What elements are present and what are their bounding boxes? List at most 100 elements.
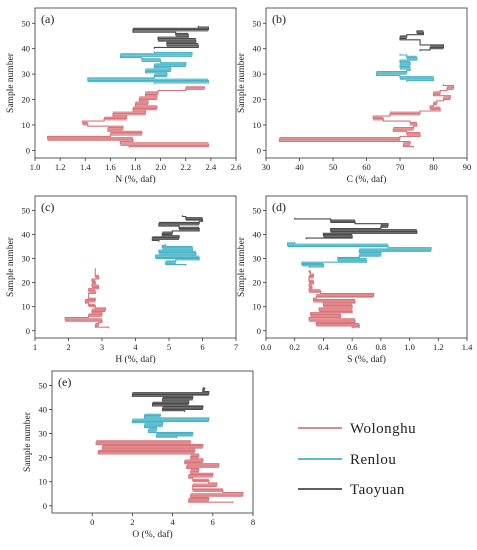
y-tick-label: 30 bbox=[253, 69, 262, 79]
x-tick-label: 1.2 bbox=[55, 162, 66, 172]
x-tick-label: 1.0 bbox=[30, 162, 41, 172]
x-tick-label: 50 bbox=[329, 162, 338, 172]
x-tick-label: 2.4 bbox=[206, 162, 217, 172]
x-tick-label: 2 bbox=[130, 517, 134, 527]
x-tick-label: 0.8 bbox=[376, 342, 387, 352]
y-tick-label: 20 bbox=[22, 278, 31, 288]
series-line-renlou bbox=[87, 51, 209, 85]
y-tick-label: 40 bbox=[22, 44, 31, 54]
y-tick-label: 10 bbox=[253, 120, 262, 130]
series-line-renlou bbox=[155, 244, 200, 266]
x-tick-label: 2.6 bbox=[231, 162, 242, 172]
y-axis-label: Sample number bbox=[237, 52, 247, 113]
x-tick-label: 3 bbox=[100, 342, 104, 352]
plot-frame bbox=[34, 195, 237, 339]
x-tick-label: 1.0 bbox=[404, 342, 415, 352]
y-tick-label: 0 bbox=[43, 501, 47, 511]
legend-label-renlou: Renlou bbox=[350, 452, 396, 468]
y-tick-label: 40 bbox=[22, 230, 31, 240]
y-tick-label: 50 bbox=[253, 205, 262, 215]
x-tick-label: 80 bbox=[429, 162, 438, 172]
x-tick-label: 0.2 bbox=[289, 342, 300, 352]
x-axis-label: H (%, daf) bbox=[115, 354, 155, 365]
plot-frame bbox=[265, 7, 468, 159]
y-tick-label: 10 bbox=[22, 302, 31, 312]
series-line-renlou bbox=[376, 53, 435, 82]
x-tick-label: 0.0 bbox=[261, 342, 272, 352]
series-line-wolonghu bbox=[95, 440, 244, 504]
x-tick-label: 1.4 bbox=[80, 162, 91, 172]
legend-label-wolonghu: Wolonghu bbox=[350, 421, 416, 437]
x-tick-label: 6 bbox=[211, 517, 215, 527]
y-tick-label: 0 bbox=[26, 145, 30, 155]
y-tick-label: 50 bbox=[39, 380, 48, 390]
legend-label-taoyuan: Taoyuan bbox=[350, 482, 405, 498]
plot-frame bbox=[51, 370, 254, 514]
x-tick-label: 4 bbox=[170, 517, 175, 527]
panel-2: 30 40 50 60 70 80 90 0 10 20 30 40 50 C (%, daf) Sampl… bbox=[237, 7, 472, 185]
x-tick-label: 60 bbox=[362, 162, 371, 172]
y-tick-label: 10 bbox=[39, 477, 48, 487]
y-tick-label: 0 bbox=[257, 326, 261, 336]
legend: Wolonghu Renlou Taoyuan bbox=[298, 421, 416, 498]
x-tick-label: 90 bbox=[463, 162, 472, 172]
y-tick-label: 50 bbox=[22, 18, 31, 28]
x-tick-label: 0 bbox=[90, 517, 94, 527]
y-axis-label: Sample number bbox=[6, 236, 16, 297]
y-tick-label: 0 bbox=[257, 145, 261, 155]
y-axis-label: Sample number bbox=[237, 236, 247, 297]
series-line-taoyuan bbox=[399, 30, 445, 52]
x-axis-label: S (%, daf) bbox=[347, 354, 386, 365]
x-tick-label: 7 bbox=[234, 342, 238, 352]
x-tick-label: 40 bbox=[295, 162, 304, 172]
panel-3: 1 2 3 4 5 6 7 0 10 20 30 40 50 H (%, daf) Sample numbe… bbox=[6, 195, 238, 365]
y-tick-label: 30 bbox=[22, 69, 31, 79]
y-tick-label: 40 bbox=[253, 230, 262, 240]
y-tick-label: 40 bbox=[39, 405, 48, 415]
panel-5: 0 2 4 6 8 0 10 20 30 40 50 O (%, daf) Sample number (… bbox=[23, 370, 255, 540]
panels-group: 1.0 1.2 1.4 1.6 1.8 2.0 2.2 2.4 2.601020304050N … bbox=[6, 7, 473, 540]
series-line-taoyuan bbox=[132, 25, 209, 49]
x-axis-label: N (%, daf) bbox=[115, 174, 155, 185]
x-tick-label: 5 bbox=[167, 342, 171, 352]
x-tick-label: 70 bbox=[396, 162, 405, 172]
y-tick-label: 30 bbox=[22, 254, 31, 264]
series-line-wolonghu bbox=[47, 86, 209, 148]
y-tick-label: 20 bbox=[253, 278, 262, 288]
x-tick-label: 1.6 bbox=[105, 162, 116, 172]
panel-label: (c) bbox=[41, 200, 54, 214]
y-tick-label: 50 bbox=[253, 18, 262, 28]
x-tick-label: 0.4 bbox=[318, 342, 329, 352]
x-tick-label: 1.8 bbox=[130, 162, 141, 172]
x-tick-label: 1 bbox=[33, 342, 37, 352]
x-tick-label: 4 bbox=[133, 342, 138, 352]
y-tick-label: 0 bbox=[26, 326, 30, 336]
y-tick-label: 50 bbox=[22, 205, 31, 215]
x-tick-label: 2.0 bbox=[155, 162, 166, 172]
panel-label: (d) bbox=[272, 200, 286, 214]
x-axis-label: O (%, daf) bbox=[132, 529, 172, 540]
x-tick-label: 0.6 bbox=[347, 342, 358, 352]
series-line-taoyuan bbox=[151, 215, 204, 242]
panel-4: 0.0 0.2 0.4 0.6 0.8 1.0 1.2 1.4 0 10 20 30 40 50 S (%,… bbox=[237, 195, 473, 365]
panel-label: (e) bbox=[58, 375, 71, 389]
series-line-renlou bbox=[286, 241, 432, 269]
x-tick-label: 6 bbox=[200, 342, 204, 352]
x-tick-label: 1.4 bbox=[462, 342, 473, 352]
y-tick-label: 30 bbox=[253, 254, 262, 264]
x-tick-label: 2 bbox=[66, 342, 70, 352]
x-tick-label: 2.2 bbox=[180, 162, 191, 172]
panel-1: 1.0 1.2 1.4 1.6 1.8 2.0 2.2 2.4 2.6 0 10 20 30 40 50 N … bbox=[6, 7, 242, 185]
y-tick-label: 20 bbox=[253, 95, 262, 105]
x-axis-label: C (%, daf) bbox=[347, 174, 387, 185]
y-axis-label: Sample number bbox=[6, 52, 16, 113]
x-tick-label: 8 bbox=[251, 517, 255, 527]
x-tick-label: 1.2 bbox=[433, 342, 444, 352]
y-axis-label: Sample number bbox=[23, 411, 33, 472]
y-tick-label: 20 bbox=[39, 453, 48, 463]
x-tick-label: 30 bbox=[262, 162, 271, 172]
y-tick-label: 10 bbox=[253, 302, 262, 312]
y-tick-label: 40 bbox=[253, 44, 262, 54]
y-tick-label: 20 bbox=[22, 95, 31, 105]
